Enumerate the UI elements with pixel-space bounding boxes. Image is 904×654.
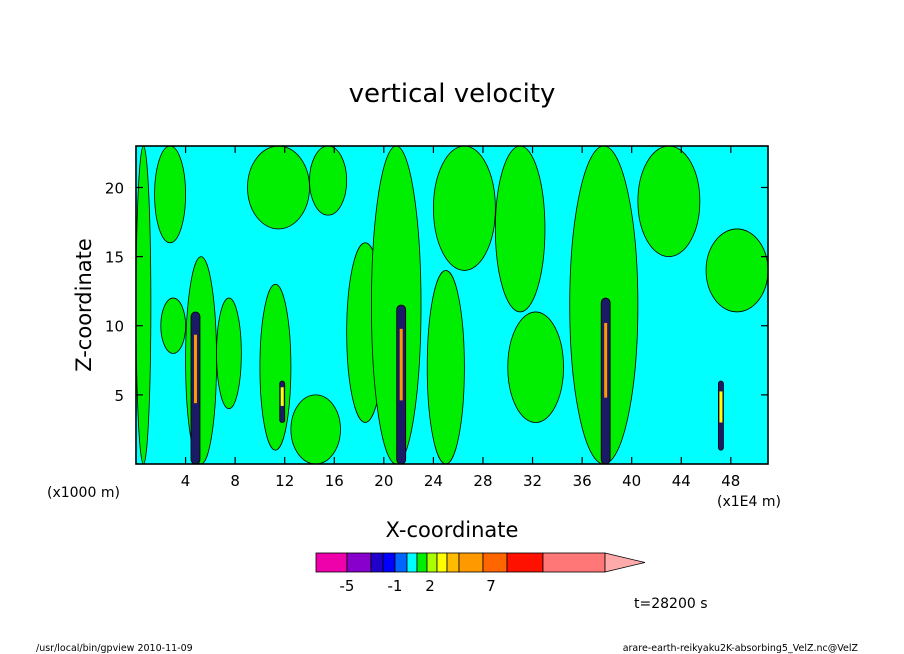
y-axis: 5 10 15 20 [105,179,768,405]
updraft-core-peak-1 [193,334,197,404]
colorbar-swatch-11 [458,552,484,573]
y-tick-label: 5 [114,387,124,405]
colorbar-swatch-1 [315,552,348,573]
colorbar-swatch-14 [542,552,606,573]
positive-region-18 [705,228,769,313]
x-tick-label: 4 [181,472,191,490]
positive-region-13 [433,145,496,271]
positive-region-7 [259,283,292,451]
updraft-core-peak-3 [399,328,403,401]
positive-region-12 [426,270,465,465]
x-axis: 4 8 12 16 20 24 28 32 36 40 44 48 [181,146,740,490]
y-tick-label: 10 [105,318,124,336]
colorbar-swatch-9 [436,552,448,573]
colorbar-swatch-6 [406,552,418,573]
colorbar-label: -1 [388,577,403,595]
x-tick-label: 44 [672,472,691,490]
x-tick-label: 20 [374,472,393,490]
colorbar-swatch-5 [394,552,408,573]
x-unit-left: (x1000 m) [47,485,120,501]
y-tick-label: 15 [105,249,124,267]
positive-region-2 [154,145,186,244]
chart-title: vertical velocity [349,79,556,109]
colorbar-swatch-4 [382,552,396,573]
plot-area [135,145,769,465]
footer-right: arare-earth-reikyaku2K-absorbing5_VelZ.n… [623,643,859,654]
positive-region-15 [507,311,564,423]
positive-region-14 [494,145,546,313]
colorbar-swatch-12 [482,552,508,573]
colorbar-swatch-7 [416,552,428,573]
colorbar-swatch-10 [446,552,460,573]
positive-region-6 [247,145,310,230]
positive-region-11 [371,145,422,465]
colorbar-arrow [604,552,646,573]
positive-region-1 [135,145,152,465]
positive-region-8 [290,394,341,465]
x-tick-label: 28 [473,472,492,490]
colorbar-swatch-8 [426,552,438,573]
x-axis-title: X-coordinate [386,518,519,542]
x-unit-right: (x1E4 m) [717,494,781,510]
plot-frame [135,145,769,465]
x-tick-label: 48 [721,472,740,490]
x-tick-label: 8 [230,472,240,490]
y-tick-label: 20 [105,179,124,197]
footer-left: /usr/local/bin/gpview 2010-11-09 [36,643,193,654]
updraft-cores [190,297,724,465]
colorbar-label: -5 [340,577,355,595]
colorbar-labels: -5 -1 2 7 [340,577,496,595]
x-tick-label: 36 [573,472,592,490]
x-tick-label: 32 [523,472,542,490]
colorbar [315,552,646,573]
updraft-core-peak-4 [604,322,608,398]
colorbar-swatch-2 [346,552,372,573]
x-tick-label: 16 [325,472,344,490]
updraft-core-peak-5 [719,391,723,423]
x-tick-label: 24 [424,472,443,490]
colorbar-label: 2 [425,577,435,595]
positive-region-5 [216,297,242,410]
positive-region-17 [637,145,701,258]
x-tick-label: 12 [275,472,294,490]
positive-region-9 [309,145,348,216]
positive-region-3 [160,297,186,354]
colorbar-label: 7 [486,577,496,595]
colorbar-swatch-13 [506,552,544,573]
time-label: t=28200 s [634,596,708,612]
updraft-core-peak-2 [280,387,284,406]
positive-regions [135,145,769,465]
positive-region-4 [185,256,217,465]
colorbar-swatch-3 [370,552,384,573]
y-axis-title: Z-coordinate [72,238,96,372]
x-tick-label: 40 [622,472,641,490]
